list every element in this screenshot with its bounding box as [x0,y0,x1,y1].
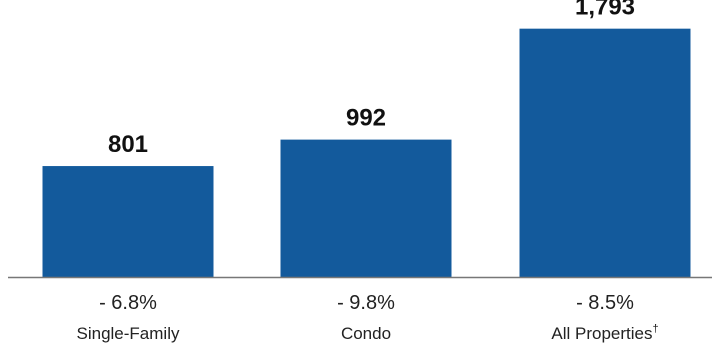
value-label: 992 [346,105,386,132]
value-labels-group: 801 992 1,793 [108,0,635,158]
change-labels-group: - 6.8% - 9.8% - 8.5% [99,292,634,314]
change-label: - 9.8% [337,292,395,314]
category-labels-group: Single-Family Condo All Properties† [77,323,659,343]
category-label: All Properties† [551,323,658,343]
category-label-text: All Properties [551,324,652,343]
category-label: Single-Family [77,324,180,343]
dagger-footnote-mark: † [652,323,658,335]
bars-group [42,28,691,278]
bar-condo [280,139,452,277]
change-label: - 8.5% [576,292,634,314]
value-label: 801 [108,131,148,158]
value-label: 1,793 [575,0,635,21]
category-label: Condo [341,324,391,343]
category-label-text: Single-Family [77,324,180,343]
bar-all-properties [519,28,691,278]
change-label: - 6.8% [99,292,157,314]
bar-single-family [42,166,214,277]
category-label-text: Condo [341,324,391,343]
